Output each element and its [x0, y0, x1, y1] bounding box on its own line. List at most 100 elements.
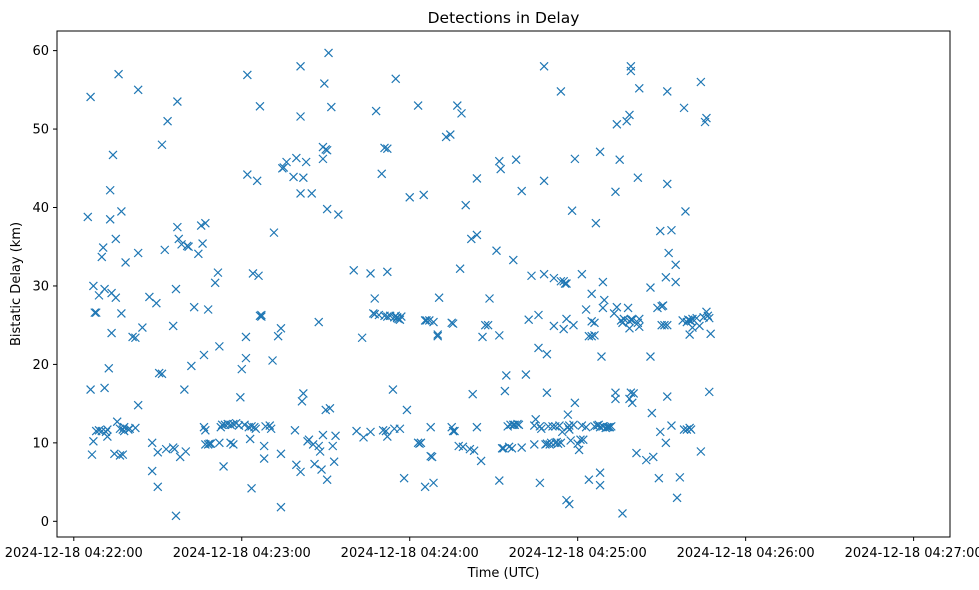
data-point	[88, 436, 98, 446]
data-point	[322, 145, 332, 155]
data-point	[434, 293, 444, 303]
data-point	[626, 388, 636, 398]
data-point	[611, 187, 620, 197]
data-point	[235, 392, 245, 402]
data-point	[298, 173, 308, 183]
data-point	[282, 157, 291, 167]
data-point	[382, 144, 392, 154]
data-point	[672, 493, 682, 503]
data-point	[242, 70, 252, 80]
data-point	[248, 268, 258, 278]
data-point	[228, 440, 238, 449]
data-point	[627, 315, 637, 325]
data-point	[508, 255, 518, 265]
y-axis-label: Bistatic Delay (km)	[9, 222, 24, 346]
data-point	[171, 284, 181, 294]
data-point	[322, 204, 332, 214]
data-point	[681, 207, 690, 216]
data-point	[466, 234, 476, 244]
data-point	[655, 427, 665, 437]
data-point	[226, 420, 235, 430]
data-point	[576, 435, 585, 445]
data-point	[646, 283, 655, 292]
data-point	[452, 101, 462, 110]
data-point	[255, 101, 265, 111]
data-point	[660, 320, 669, 330]
data-point	[172, 97, 182, 107]
data-point	[133, 85, 143, 95]
data-point	[675, 472, 685, 482]
data-point	[595, 480, 605, 490]
data-point	[648, 452, 658, 462]
data-point	[578, 435, 588, 445]
data-point	[130, 423, 140, 433]
data-point	[500, 386, 510, 396]
data-point	[507, 443, 517, 453]
data-point	[469, 446, 479, 456]
data-point	[105, 185, 115, 195]
data-point	[381, 426, 391, 436]
data-point	[539, 269, 549, 279]
data-point	[646, 352, 655, 361]
data-point	[88, 281, 98, 291]
y-tick-label: 60	[32, 44, 49, 59]
data-point	[686, 425, 696, 434]
data-point	[405, 192, 415, 202]
data-point	[174, 234, 184, 244]
data-point	[441, 132, 451, 142]
data-point	[157, 140, 167, 150]
data-point	[326, 102, 336, 112]
data-point	[111, 293, 121, 303]
data-point	[259, 454, 269, 463]
data-point	[531, 414, 541, 424]
data-point	[494, 156, 504, 166]
data-point	[333, 210, 343, 219]
x-tick-label: 2024-12-18 04:25:00	[509, 546, 647, 561]
data-point	[461, 200, 471, 210]
data-point	[189, 302, 199, 312]
data-point	[111, 234, 121, 244]
data-point	[534, 310, 543, 320]
data-point	[703, 311, 713, 321]
data-point	[291, 153, 301, 163]
data-point	[455, 264, 465, 274]
y-tick-label: 20	[32, 358, 49, 373]
data-point	[247, 483, 256, 493]
y-axis-ticks: 0 10 20 30 40 50 60	[32, 44, 57, 530]
data-point	[535, 478, 545, 488]
data-point	[595, 468, 605, 478]
data-point	[563, 410, 573, 420]
data-point	[378, 425, 388, 435]
data-point	[562, 279, 571, 289]
data-point	[429, 317, 438, 327]
data-point	[196, 221, 206, 230]
data-point	[472, 230, 482, 240]
data-point	[504, 442, 514, 452]
data-point	[566, 436, 576, 445]
data-point	[667, 225, 676, 235]
data-point	[671, 260, 681, 270]
data-point	[535, 421, 545, 431]
data-point	[556, 86, 566, 96]
x-tick-label: 2024-12-18 04:26:00	[677, 546, 815, 561]
x-tick-label: 2024-12-18 04:23:00	[173, 546, 311, 561]
data-point	[534, 343, 543, 353]
data-point	[237, 364, 247, 374]
data-point	[478, 332, 487, 342]
data-point	[494, 330, 504, 340]
data-point	[301, 157, 311, 167]
data-point	[457, 108, 466, 118]
data-point	[147, 466, 157, 476]
data-point	[251, 424, 261, 434]
data-point	[291, 460, 301, 470]
data-point	[254, 271, 263, 281]
data-point	[480, 320, 490, 330]
data-point	[448, 319, 458, 329]
y-tick-label: 50	[32, 123, 49, 138]
x-tick-label: 2024-12-18 04:27:00	[845, 546, 979, 561]
data-point	[399, 473, 409, 483]
data-point	[626, 315, 636, 325]
data-point	[241, 332, 251, 342]
data-point	[206, 439, 216, 449]
